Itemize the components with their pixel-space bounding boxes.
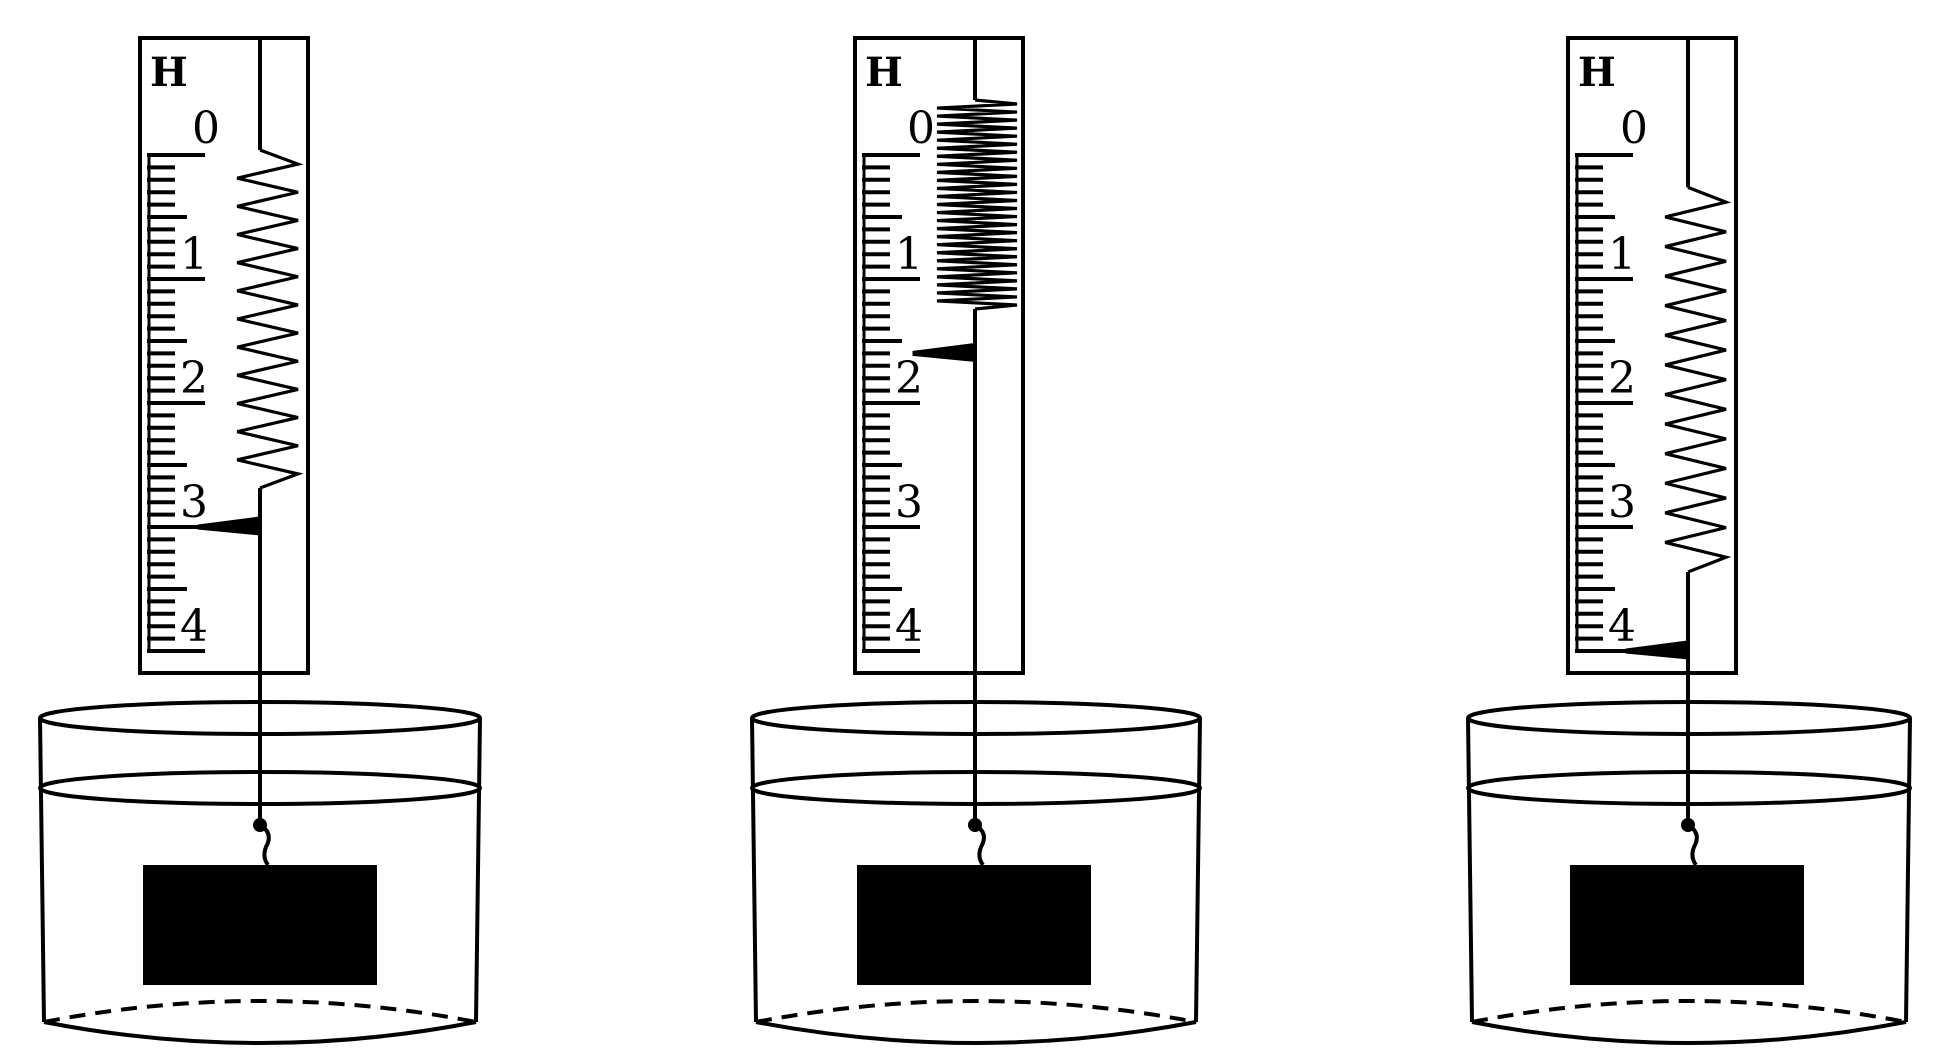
beaker-wall-left <box>750 717 758 1023</box>
scale-label-2: 2 <box>180 353 208 404</box>
hook <box>258 823 271 867</box>
block <box>143 865 377 985</box>
beaker-wall-right <box>1904 717 1912 1023</box>
spring <box>236 148 304 490</box>
spring-scale-figure-right: H0 1 2 3 4 <box>1466 36 1912 1045</box>
scale-label-4: 4 <box>895 601 923 652</box>
scale-label-0: 0 <box>1620 103 1648 154</box>
beaker-bottom-back <box>43 999 477 1024</box>
pointer <box>1625 640 1689 660</box>
scale-label-3: 3 <box>895 477 923 528</box>
beaker-wall-left <box>1466 717 1474 1023</box>
pointer <box>912 342 976 362</box>
beaker-wall-right <box>474 717 482 1023</box>
scale-label-1: 1 <box>1608 229 1636 280</box>
spring-scale-figure-left: H0 1 2 3 4 <box>38 36 482 1045</box>
spring <box>936 98 1018 311</box>
beaker-wall-left <box>38 717 46 1023</box>
beaker-bottom-front <box>755 1020 1197 1045</box>
beaker-wall-right <box>1194 717 1202 1023</box>
pointer <box>197 516 261 536</box>
block <box>1570 865 1804 985</box>
scale-label-4: 4 <box>180 601 208 652</box>
spring <box>1664 185 1732 574</box>
unit-label: H <box>150 49 188 96</box>
scale-label-2: 2 <box>1608 353 1636 404</box>
scale-label-1: 1 <box>180 229 208 280</box>
beaker-bottom-front <box>43 1020 477 1045</box>
unit-label: H <box>865 49 903 96</box>
scale-label-4: 4 <box>1608 601 1636 652</box>
scale-label-0: 0 <box>907 103 935 154</box>
beaker-bottom-back <box>755 999 1197 1024</box>
beaker-bottom-back <box>1471 999 1907 1024</box>
unit-label: H <box>1578 49 1616 96</box>
spring-scale-figure-middle: H0 1 2 3 4 <box>750 36 1202 1045</box>
scale-label-2: 2 <box>895 353 923 404</box>
scale-label-3: 3 <box>1608 477 1636 528</box>
block <box>857 865 1091 985</box>
scale-label-0: 0 <box>192 103 220 154</box>
hook <box>973 823 986 867</box>
scale-label-3: 3 <box>180 477 208 528</box>
hook <box>1686 823 1699 867</box>
beaker-bottom-front <box>1471 1020 1907 1045</box>
scale-label-1: 1 <box>895 229 923 280</box>
